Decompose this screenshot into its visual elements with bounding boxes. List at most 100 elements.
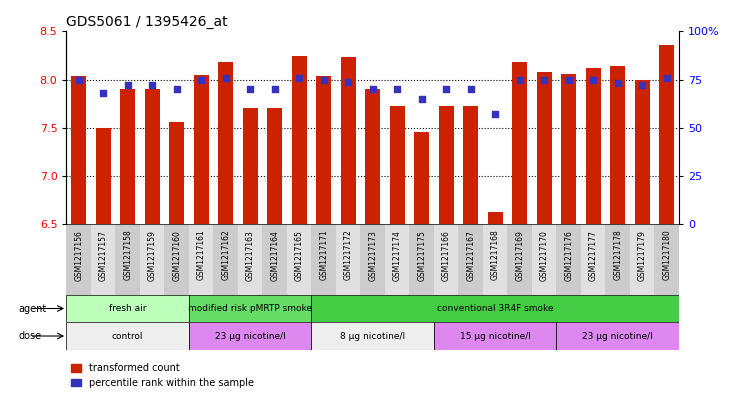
- Bar: [213, 224, 238, 295]
- Text: GSM1217166: GSM1217166: [442, 230, 451, 281]
- Bar: [341, 57, 356, 224]
- Point: [636, 82, 648, 88]
- Text: GSM1217178: GSM1217178: [613, 230, 622, 281]
- Bar: [189, 224, 213, 295]
- Bar: [605, 224, 630, 295]
- Text: control: control: [112, 332, 143, 340]
- Bar: [556, 322, 679, 350]
- Point: [563, 76, 575, 83]
- Text: GSM1217157: GSM1217157: [99, 230, 108, 281]
- Bar: [508, 224, 532, 295]
- Bar: [311, 295, 679, 322]
- Point: [170, 86, 182, 92]
- Bar: [488, 213, 503, 224]
- Text: GSM1217159: GSM1217159: [148, 230, 156, 281]
- Point: [514, 76, 525, 83]
- Text: GSM1217156: GSM1217156: [75, 230, 83, 281]
- Bar: [287, 224, 311, 295]
- Bar: [458, 224, 483, 295]
- Point: [612, 80, 624, 86]
- Point: [269, 86, 280, 92]
- Point: [220, 75, 232, 81]
- Text: GSM1217175: GSM1217175: [417, 230, 426, 281]
- Text: GSM1217179: GSM1217179: [638, 230, 646, 281]
- Bar: [360, 224, 385, 295]
- Text: fresh air: fresh air: [109, 304, 146, 313]
- Text: GSM1217161: GSM1217161: [197, 230, 206, 281]
- Bar: [263, 224, 287, 295]
- Text: GSM1217169: GSM1217169: [515, 230, 524, 281]
- Bar: [267, 108, 282, 224]
- Point: [293, 75, 305, 81]
- Point: [342, 78, 354, 84]
- Text: GSM1217174: GSM1217174: [393, 230, 401, 281]
- Point: [367, 86, 379, 92]
- Bar: [659, 45, 674, 224]
- Point: [661, 75, 672, 81]
- Text: GSM1217173: GSM1217173: [368, 230, 377, 281]
- Text: GSM1217163: GSM1217163: [246, 230, 255, 281]
- Bar: [532, 224, 556, 295]
- Bar: [581, 224, 605, 295]
- Text: GSM1217180: GSM1217180: [662, 230, 671, 281]
- Text: GSM1217177: GSM1217177: [589, 230, 598, 281]
- Bar: [434, 224, 458, 295]
- Point: [244, 86, 256, 92]
- Bar: [189, 295, 311, 322]
- Point: [415, 95, 427, 102]
- Text: conventional 3R4F smoke: conventional 3R4F smoke: [437, 304, 554, 313]
- Bar: [556, 224, 581, 295]
- Point: [538, 76, 550, 83]
- Text: GSM1217167: GSM1217167: [466, 230, 475, 281]
- Bar: [238, 224, 263, 295]
- Bar: [336, 224, 360, 295]
- Bar: [115, 224, 140, 295]
- Bar: [145, 89, 159, 224]
- Bar: [311, 224, 336, 295]
- Text: GSM1217172: GSM1217172: [344, 230, 353, 281]
- Text: 8 μg nicotine/l: 8 μg nicotine/l: [340, 332, 405, 340]
- Text: GSM1217165: GSM1217165: [294, 230, 303, 281]
- Bar: [463, 106, 478, 224]
- Point: [318, 76, 330, 83]
- Bar: [169, 122, 184, 224]
- Bar: [586, 68, 601, 224]
- Bar: [434, 322, 556, 350]
- Bar: [610, 66, 625, 224]
- Bar: [189, 322, 311, 350]
- Text: 23 μg nicotine/l: 23 μg nicotine/l: [215, 332, 286, 340]
- Text: GSM1217158: GSM1217158: [123, 230, 132, 281]
- Bar: [537, 72, 551, 224]
- Bar: [410, 224, 434, 295]
- Bar: [630, 224, 655, 295]
- Point: [122, 82, 134, 88]
- Bar: [243, 108, 258, 224]
- Text: 23 μg nicotine/l: 23 μg nicotine/l: [582, 332, 653, 340]
- Bar: [91, 224, 115, 295]
- Text: agent: agent: [18, 303, 46, 314]
- Text: dose: dose: [18, 331, 41, 341]
- Bar: [66, 322, 189, 350]
- Text: GSM1217171: GSM1217171: [320, 230, 328, 281]
- Bar: [120, 89, 135, 224]
- Bar: [66, 224, 91, 295]
- Bar: [512, 62, 527, 224]
- Point: [489, 111, 501, 118]
- Legend: transformed count, percentile rank within the sample: transformed count, percentile rank withi…: [72, 363, 254, 388]
- Bar: [414, 132, 429, 224]
- Bar: [165, 224, 189, 295]
- Bar: [311, 322, 434, 350]
- Text: modified risk pMRTP smoke: modified risk pMRTP smoke: [188, 304, 312, 313]
- Text: GSM1217176: GSM1217176: [565, 230, 573, 281]
- Point: [391, 86, 403, 92]
- Point: [441, 86, 452, 92]
- Text: GSM1217164: GSM1217164: [270, 230, 279, 281]
- Bar: [218, 62, 233, 224]
- Text: GSM1217162: GSM1217162: [221, 230, 230, 281]
- Point: [196, 76, 207, 83]
- Text: GDS5061 / 1395426_at: GDS5061 / 1395426_at: [66, 15, 228, 29]
- Bar: [194, 75, 209, 224]
- Point: [73, 76, 85, 83]
- Bar: [317, 76, 331, 224]
- Text: GSM1217168: GSM1217168: [491, 230, 500, 281]
